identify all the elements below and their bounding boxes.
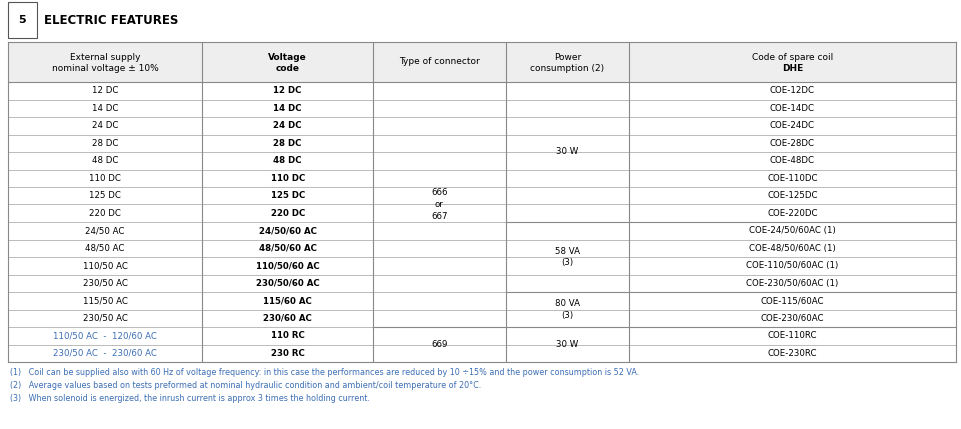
Text: ELECTRIC FEATURES: ELECTRIC FEATURES bbox=[43, 13, 178, 27]
Text: 24/50/60 AC: 24/50/60 AC bbox=[259, 226, 316, 235]
Text: 230/50/60 AC: 230/50/60 AC bbox=[256, 279, 319, 288]
Text: COE-230RC: COE-230RC bbox=[767, 349, 817, 358]
Text: 48 DC: 48 DC bbox=[273, 156, 302, 165]
Text: 28 DC: 28 DC bbox=[273, 139, 302, 148]
Text: COE-48/50/60AC (1): COE-48/50/60AC (1) bbox=[749, 244, 835, 253]
Text: COE-14DC: COE-14DC bbox=[769, 104, 814, 113]
Text: COE-28DC: COE-28DC bbox=[769, 139, 814, 148]
Text: Voltage: Voltage bbox=[268, 53, 307, 62]
Bar bbox=[8, 42, 955, 82]
Text: 220 DC: 220 DC bbox=[270, 209, 305, 218]
Text: COE-125DC: COE-125DC bbox=[767, 191, 817, 200]
Text: COE-48DC: COE-48DC bbox=[769, 156, 814, 165]
Text: (2)   Average values based on tests preformed at nominal hydraulic condition and: (2) Average values based on tests prefor… bbox=[10, 381, 480, 390]
Text: 110/50 AC: 110/50 AC bbox=[83, 261, 128, 270]
Text: 230 RC: 230 RC bbox=[270, 349, 305, 358]
Text: Power: Power bbox=[554, 53, 580, 62]
Text: 230/60 AC: 230/60 AC bbox=[263, 314, 311, 323]
Text: 110/50/60 AC: 110/50/60 AC bbox=[256, 261, 319, 270]
Text: 30 W: 30 W bbox=[555, 340, 578, 349]
Text: DHE: DHE bbox=[781, 64, 802, 73]
Text: 24 DC: 24 DC bbox=[92, 121, 118, 130]
Text: Code of spare coil: Code of spare coil bbox=[752, 53, 832, 62]
Text: 24/50 AC: 24/50 AC bbox=[86, 226, 125, 235]
Text: 110/50 AC  -  120/60 AC: 110/50 AC - 120/60 AC bbox=[53, 331, 157, 340]
Text: 48/50/60 AC: 48/50/60 AC bbox=[259, 244, 316, 253]
Text: 110 DC: 110 DC bbox=[270, 174, 305, 183]
Text: COE-12DC: COE-12DC bbox=[769, 86, 814, 95]
Text: COE-110RC: COE-110RC bbox=[767, 331, 817, 340]
Text: 230/50 AC  -  230/60 AC: 230/50 AC - 230/60 AC bbox=[53, 349, 157, 358]
Text: 14 DC: 14 DC bbox=[273, 104, 302, 113]
Text: 125 DC: 125 DC bbox=[270, 191, 305, 200]
Text: nominal voltage ± 10%: nominal voltage ± 10% bbox=[52, 64, 159, 73]
Text: COE-230/60AC: COE-230/60AC bbox=[760, 314, 824, 323]
Text: 24 DC: 24 DC bbox=[273, 121, 302, 130]
Text: (3)   When solenoid is energized, the inrush current is approx 3 times the holdi: (3) When solenoid is energized, the inru… bbox=[10, 394, 369, 403]
Text: 48 DC: 48 DC bbox=[92, 156, 118, 165]
Text: code: code bbox=[276, 64, 299, 73]
Text: COE-115/60AC: COE-115/60AC bbox=[760, 296, 824, 305]
Text: 58 VA
(3): 58 VA (3) bbox=[554, 247, 579, 267]
Text: 220 DC: 220 DC bbox=[89, 209, 121, 218]
Text: 48/50 AC: 48/50 AC bbox=[86, 244, 125, 253]
Text: 30 W: 30 W bbox=[555, 148, 578, 157]
Text: 115/60 AC: 115/60 AC bbox=[263, 296, 311, 305]
Text: 110 DC: 110 DC bbox=[89, 174, 121, 183]
Text: 5: 5 bbox=[18, 15, 26, 25]
Text: Type of connector: Type of connector bbox=[399, 57, 480, 66]
Text: 230/50 AC: 230/50 AC bbox=[83, 279, 128, 288]
Text: 110 RC: 110 RC bbox=[270, 331, 305, 340]
Text: 12 DC: 12 DC bbox=[273, 86, 302, 95]
Text: 28 DC: 28 DC bbox=[92, 139, 118, 148]
Text: 669: 669 bbox=[431, 340, 447, 349]
Text: 14 DC: 14 DC bbox=[92, 104, 118, 113]
Text: 125 DC: 125 DC bbox=[89, 191, 121, 200]
Text: 12 DC: 12 DC bbox=[92, 86, 118, 95]
Text: COE-230/50/60AC (1): COE-230/50/60AC (1) bbox=[746, 279, 838, 288]
Text: COE-110DC: COE-110DC bbox=[767, 174, 817, 183]
Text: External supply: External supply bbox=[70, 53, 140, 62]
Text: consumption (2): consumption (2) bbox=[530, 64, 604, 73]
Text: 230/50 AC: 230/50 AC bbox=[83, 314, 128, 323]
Text: 115/50 AC: 115/50 AC bbox=[83, 296, 128, 305]
Bar bbox=[8, 2, 37, 38]
Text: 80 VA
(3): 80 VA (3) bbox=[554, 299, 579, 320]
Text: 666
or
667: 666 or 667 bbox=[431, 188, 447, 221]
Text: COE-110/50/60AC (1): COE-110/50/60AC (1) bbox=[746, 261, 838, 270]
Text: (1)   Coil can be supplied also with 60 Hz of voltage frequency: in this case th: (1) Coil can be supplied also with 60 Hz… bbox=[10, 368, 638, 377]
Text: COE-220DC: COE-220DC bbox=[767, 209, 817, 218]
Text: COE-24/50/60AC (1): COE-24/50/60AC (1) bbox=[749, 226, 835, 235]
Text: COE-24DC: COE-24DC bbox=[769, 121, 814, 130]
